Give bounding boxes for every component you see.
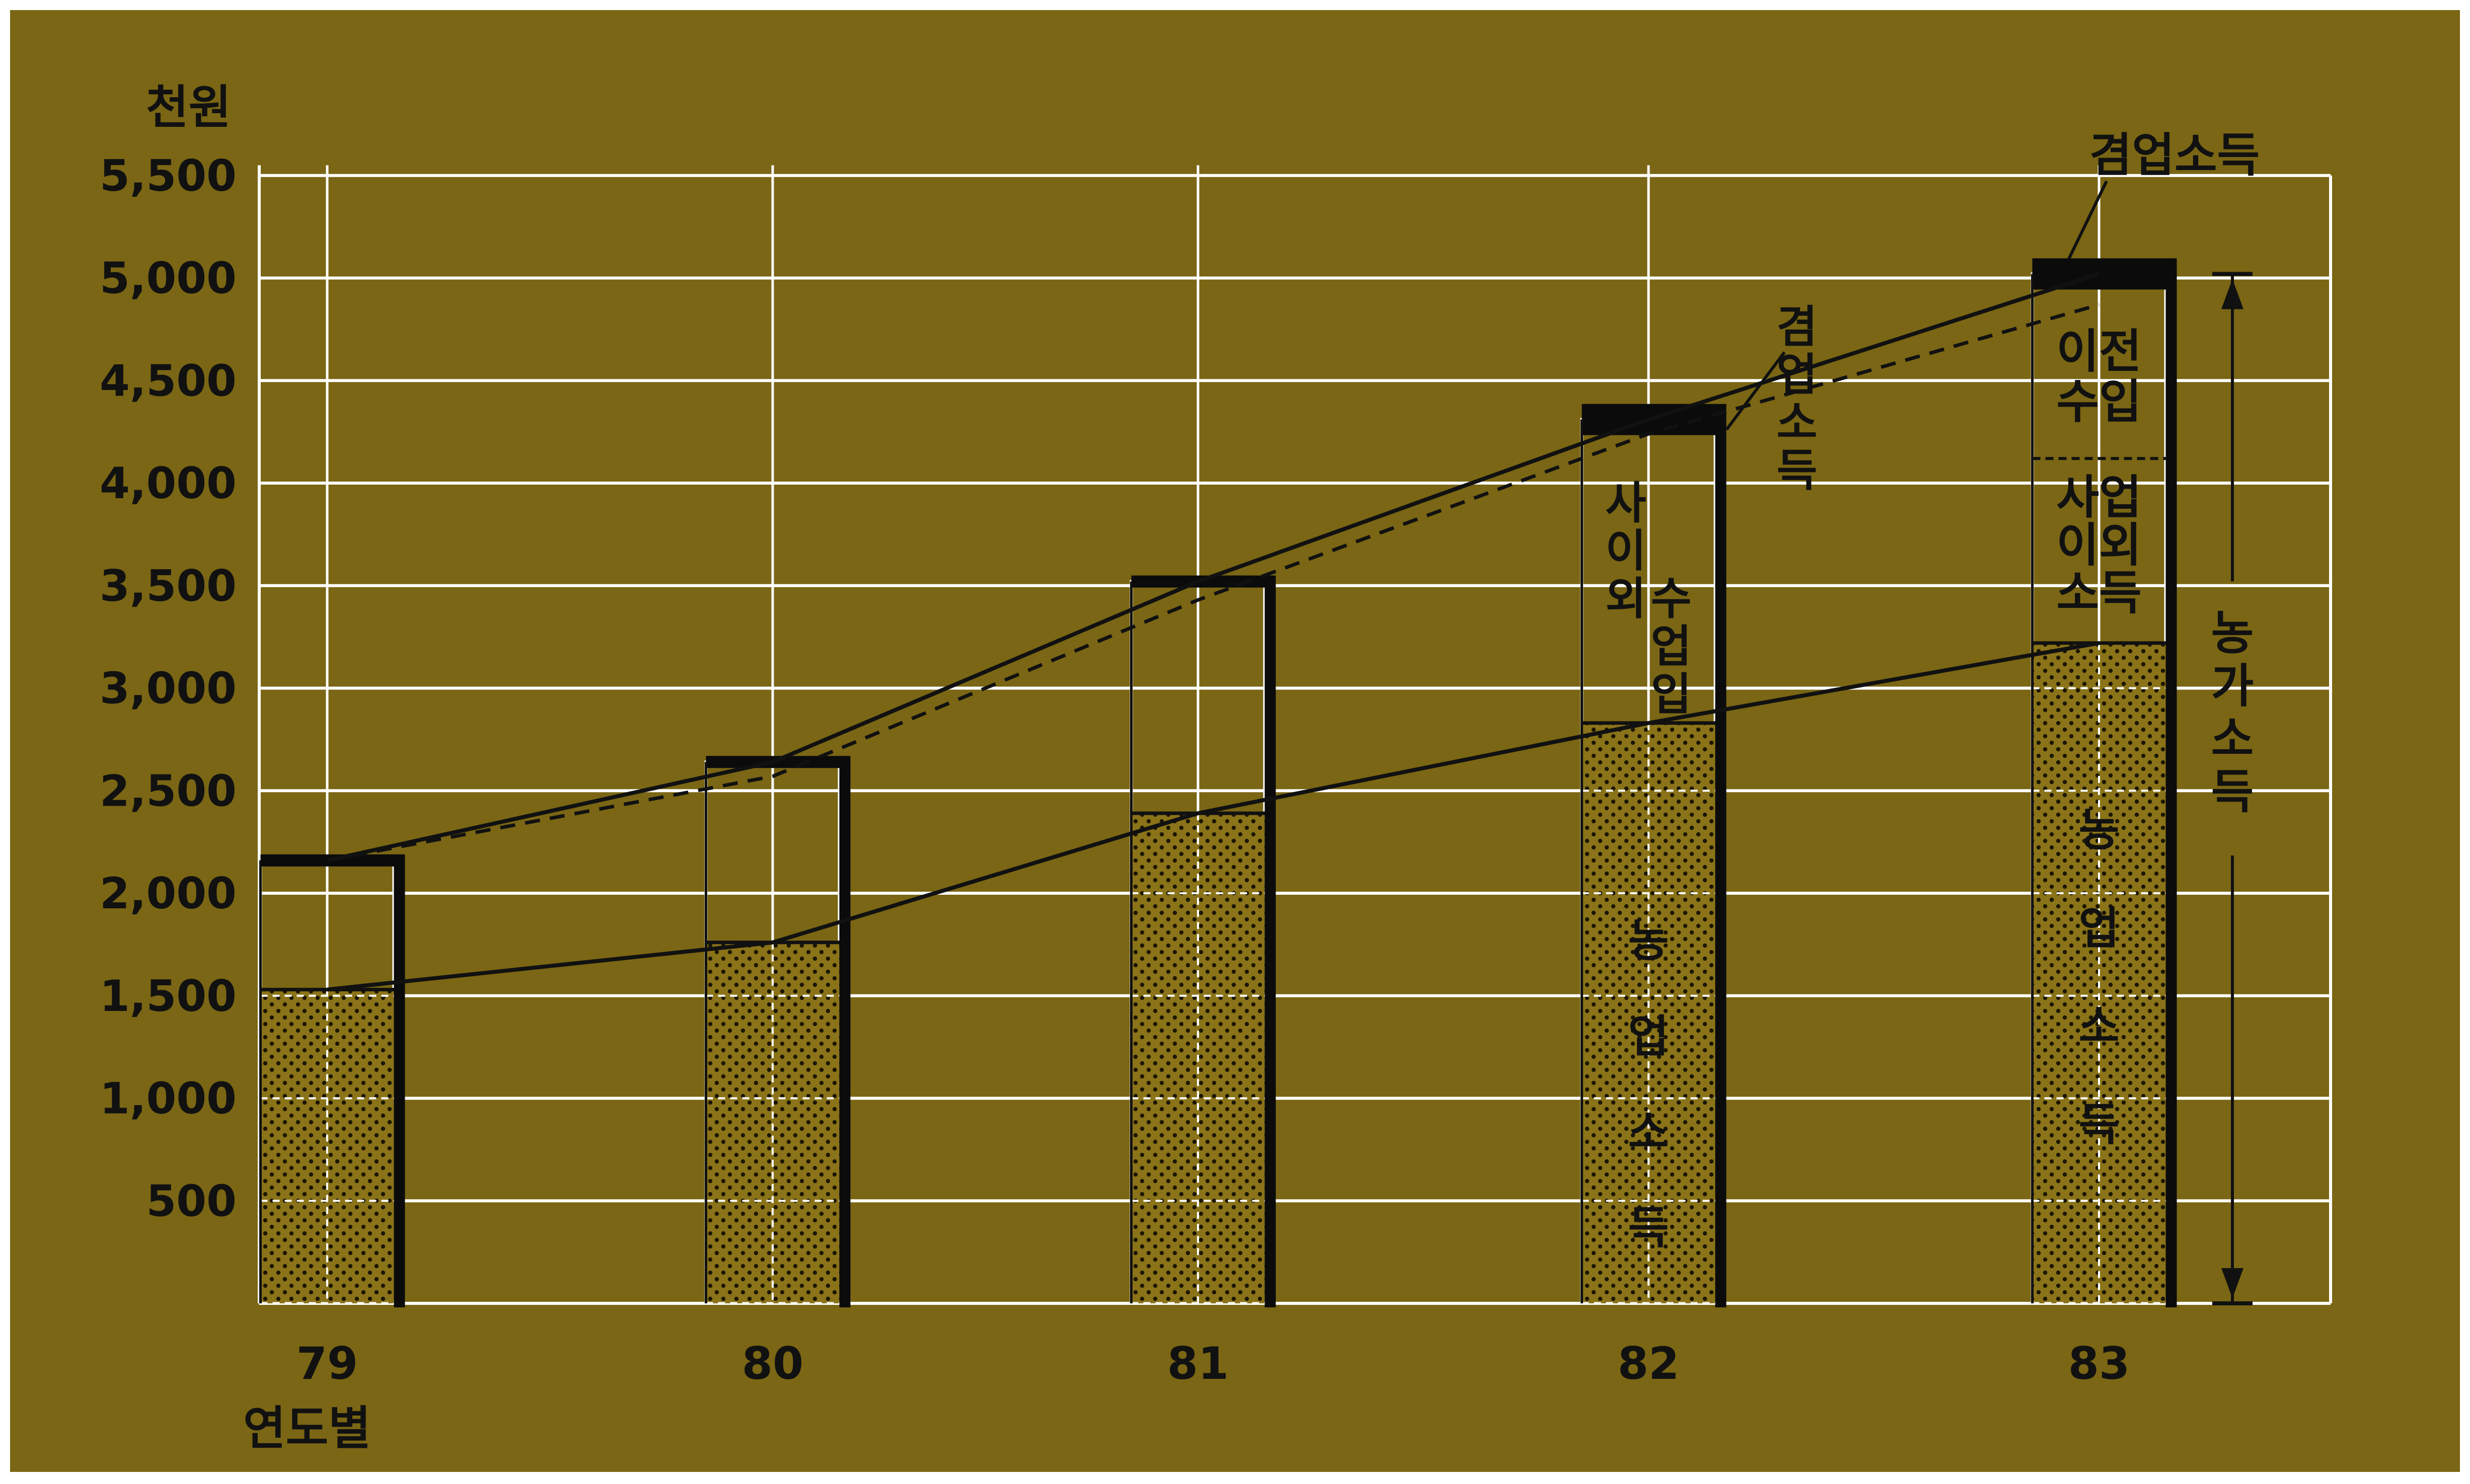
y-axis-label: 천원 (146, 81, 231, 134)
y-tick-label: 1,500 (100, 971, 237, 1022)
annotation-bar82-sideline: 겸업소득 (1777, 301, 1818, 496)
household-arrow-head-up (2221, 279, 2243, 309)
bar-shadow (1715, 419, 1727, 1307)
household-arrow-head-down (2221, 1268, 2243, 1298)
annotation-household-income-char: 가 (2211, 659, 2254, 713)
annotation-bar82-nonfarm-b-char: 입 (1651, 668, 1692, 720)
annotation-bar83-farm-char: 업 (2079, 902, 2120, 954)
bar-sideline-income-cap (2032, 258, 2177, 290)
annotation-bar82-sideline-char: 소 (1777, 397, 1818, 448)
total-income-line (327, 272, 2100, 863)
y-tick-label: 4,000 (100, 458, 237, 509)
annotation-bar82-nonfarm-b-char: 수 (1651, 573, 1692, 624)
annotation-bar82-sideline-char: 득 (1777, 444, 1818, 496)
annotation-bar83-transfer-b: 수입 (2056, 375, 2141, 429)
bar-farm-income (706, 942, 840, 1303)
y-tick-label: 1,000 (100, 1074, 237, 1124)
annotation-household-income-char: 농 (2211, 606, 2254, 660)
x-tick-label: 81 (1167, 1338, 1229, 1389)
annotation-bar82-nonfarm-b-char: 업 (1651, 620, 1692, 672)
annotation-bar83-nonfarm-c: 소득 (2056, 566, 2141, 620)
annotation-bar82-farm-char: 득 (1628, 1202, 1669, 1254)
annotation-bar82-nonfarm-a-char: 외 (1606, 573, 1646, 624)
annotation-bar83-farm-char: 소 (2079, 1000, 2120, 1052)
bar-shadow (394, 860, 405, 1307)
annotation-bar82-nonfarm-a-char: 사 (1606, 477, 1646, 529)
y-tick-label: 4,500 (100, 356, 237, 406)
farm-income-line (327, 641, 2100, 992)
annotation-bar82-farm-char: 소 (1628, 1106, 1669, 1158)
annotation-household-income-char: 소 (2211, 712, 2254, 766)
x-tick-label: 83 (2068, 1338, 2130, 1389)
annotation-bar83-farm-char: 득 (2079, 1099, 2120, 1150)
annotation-bar82-farm-char: 업 (1628, 1010, 1669, 1062)
y-tick-label: 2,000 (100, 869, 237, 919)
annotation-bar82-nonfarm-a-char: 이 (1606, 525, 1646, 577)
bar-shadow (839, 762, 851, 1307)
y-tick-label: 3,500 (100, 561, 237, 611)
annotation-bar83-top-leader (2067, 180, 2108, 260)
annotation-bar82-nonfarm-b: 수업입 (1651, 573, 1692, 720)
annotation-bar83-top: 겸업소득 (2089, 128, 2260, 182)
annotation-bar83-transfer-a: 이전 (2056, 325, 2141, 378)
bar-shadow (2165, 274, 2177, 1307)
x-tick-label: 80 (742, 1338, 803, 1389)
dashed-income-line (327, 303, 2100, 863)
annotation-bar82-sideline-char: 겸 (1777, 301, 1818, 353)
x-tick-label: 79 (296, 1338, 358, 1389)
annotation-bar82-nonfarm-a: 사이외 (1606, 477, 1646, 624)
y-tick-label: 2,500 (100, 766, 237, 816)
x-tick-label: 82 (1618, 1338, 1679, 1389)
annotation-bar82-leader (1725, 351, 1786, 431)
annotation-bar82-farm-char: 농 (1628, 915, 1669, 967)
annotation-bar83-nonfarm-b: 이외 (2056, 518, 2141, 572)
y-tick-label: 3,000 (100, 664, 237, 714)
y-tick-label: 5,500 (100, 151, 237, 201)
bar-shadow (1264, 581, 1276, 1307)
annotation-bar83-farm-char: 농 (2079, 804, 2120, 856)
annotation-household-income-char: 득 (2211, 765, 2254, 819)
y-tick-label: 5,000 (100, 254, 237, 304)
annotation-bar83-nonfarm-a: 사업 (2056, 471, 2141, 524)
x-axis-label: 연도별 (243, 1401, 371, 1455)
y-tick-label: 500 (146, 1176, 237, 1226)
annotation-bar82-sideline-char: 업 (1777, 349, 1818, 401)
